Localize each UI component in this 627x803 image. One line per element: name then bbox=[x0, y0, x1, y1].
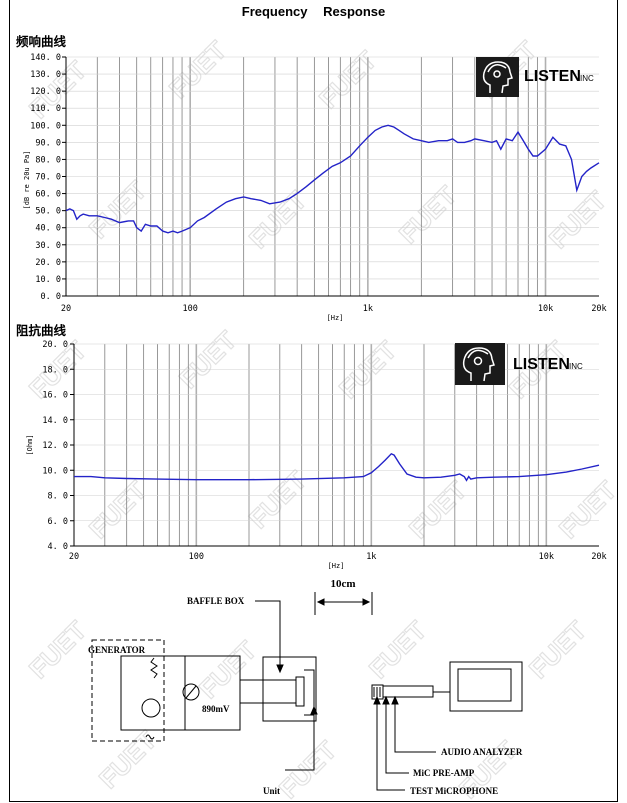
y-tick-label: 16. 0 bbox=[42, 391, 68, 401]
page-title: Frequency Response bbox=[241, 4, 386, 19]
y-axis-label: [Ohm] bbox=[26, 434, 34, 455]
watermark-text: FUET bbox=[193, 635, 262, 704]
watermark-text: FUET bbox=[393, 180, 462, 249]
voltage-label: 890mV bbox=[202, 704, 230, 714]
head-with-headphones-icon bbox=[462, 347, 495, 382]
audio-analyzer-box bbox=[449, 661, 523, 712]
watermark-text: FUET bbox=[363, 615, 432, 684]
y-tick-label: 10. 0 bbox=[42, 466, 68, 476]
x-axis-label: [Hz] bbox=[327, 314, 344, 322]
y-tick-label: 40. 0 bbox=[35, 224, 61, 234]
x-tick-label: 1k bbox=[363, 304, 373, 314]
y-tick-label: 120. 0 bbox=[30, 87, 61, 97]
x-tick-label: 10k bbox=[539, 552, 554, 562]
baffle-box bbox=[262, 656, 317, 722]
frequency-response-chart: 0. 0 10. 0 20. 0 30. 0 40. 0 50. 0 60. 0 70. 0 8… bbox=[23, 53, 607, 322]
x-axis-label: [Hz] bbox=[328, 562, 345, 570]
y-tick-label: 18. 0 bbox=[42, 365, 68, 375]
impedance-curve bbox=[74, 452, 600, 482]
baffle-box-label: BAFFLE BOX bbox=[187, 596, 245, 606]
y-tick-label: 50. 0 bbox=[35, 207, 61, 217]
y-tick-label: 0. 0 bbox=[41, 292, 61, 302]
y-tick-label: 6. 0 bbox=[48, 517, 68, 527]
y-tick-label: 100. 0 bbox=[30, 121, 61, 131]
watermark-text: FUET bbox=[93, 725, 162, 794]
watermark-text: FUET bbox=[523, 615, 592, 684]
mic-preamp bbox=[382, 685, 434, 698]
x-tick-label: 100 bbox=[183, 304, 198, 314]
watermark-text: FUET bbox=[83, 475, 152, 544]
speaker-unit bbox=[295, 676, 305, 707]
watermark-text: FUET bbox=[273, 735, 342, 803]
x-tick-label: 1k bbox=[366, 552, 376, 562]
watermark-text: FUET bbox=[543, 185, 612, 254]
y-tick-label: 90. 0 bbox=[35, 138, 61, 148]
y-tick-label: 30. 0 bbox=[35, 241, 61, 251]
logo-wordmark: LISTEN bbox=[524, 68, 581, 85]
resistor-symbol bbox=[150, 657, 158, 679]
impedance-title: 阻抗曲线 bbox=[16, 323, 67, 338]
page-frame bbox=[9, 0, 618, 802]
mic-preamp-label: MiC PRE-AMP bbox=[413, 768, 475, 778]
y-tick-label: 60. 0 bbox=[35, 190, 61, 200]
y-tick-label: 8. 0 bbox=[48, 492, 68, 502]
watermark-text: FUET bbox=[553, 475, 622, 544]
y-tick-label: 70. 0 bbox=[35, 173, 61, 183]
listen-inc-logo: LISTEN INC bbox=[455, 343, 583, 385]
voltmeter-icon bbox=[182, 683, 200, 701]
y-tick-label: 10. 0 bbox=[35, 275, 61, 285]
watermark-text: FUET bbox=[403, 475, 472, 544]
x-tick-label: 10k bbox=[538, 304, 553, 314]
frequency-response-title: 频响曲线 bbox=[16, 34, 67, 49]
watermark-text: FUET bbox=[333, 335, 402, 404]
x-tick-label: 20k bbox=[591, 552, 606, 562]
y-axis-label: [dB re 20u Pa] bbox=[23, 150, 31, 209]
y-tick-label: 20. 0 bbox=[42, 340, 68, 350]
watermark-text: FUET bbox=[83, 175, 152, 244]
listen-inc-logo: LISTEN INC bbox=[476, 57, 594, 97]
y-tick-label: 130. 0 bbox=[30, 70, 61, 80]
y-tick-label: 110. 0 bbox=[30, 104, 61, 114]
measurement-setup-diagram bbox=[91, 592, 523, 791]
distance-label: 10cm bbox=[330, 578, 355, 590]
frequency-response-curve bbox=[65, 124, 600, 234]
signal-source-symbol bbox=[141, 698, 161, 718]
impedance-chart: 4. 0 6. 0 8. 0 10. 0 12. 0 14. 0 16. 0 18. 0 20.… bbox=[26, 340, 607, 570]
generator-circuit bbox=[120, 655, 241, 731]
x-tick-label: 20 bbox=[69, 552, 79, 562]
test-microphone-label: TEST MiCROPHONE bbox=[410, 786, 498, 796]
logo-wordmark: LISTEN bbox=[513, 356, 570, 373]
y-tick-label: 80. 0 bbox=[35, 155, 61, 165]
audio-analyzer-label: AUDIO ANALYZER bbox=[441, 747, 523, 757]
y-tick-label: 140. 0 bbox=[30, 53, 61, 63]
watermark-text: FUET bbox=[243, 185, 312, 254]
generator-box bbox=[91, 639, 165, 742]
logo-suffix: INC bbox=[580, 74, 594, 83]
watermark-text: FUET bbox=[173, 325, 242, 394]
y-tick-label: 12. 0 bbox=[42, 441, 68, 451]
baffle-leader-line bbox=[255, 600, 281, 668]
y-tick-label: 4. 0 bbox=[48, 542, 68, 552]
x-tick-label: 20 bbox=[61, 304, 71, 314]
unit-label: Unit bbox=[263, 786, 280, 796]
watermark-text: FUET bbox=[23, 615, 92, 684]
head-with-headphones-icon bbox=[482, 61, 513, 94]
x-tick-label: 20k bbox=[591, 304, 606, 314]
x-tick-label: 100 bbox=[189, 552, 204, 562]
y-tick-label: 14. 0 bbox=[42, 416, 68, 426]
logo-suffix: INC bbox=[569, 362, 583, 371]
watermark-text: FUET bbox=[313, 45, 382, 114]
watermark-layer: FUET FUET FUET FUET FUET FUET FUET FUET … bbox=[22, 34, 622, 803]
watermark-text: FUET bbox=[163, 35, 232, 104]
generator-label: GENERATOR bbox=[88, 645, 146, 655]
y-tick-label: 20. 0 bbox=[35, 258, 61, 268]
